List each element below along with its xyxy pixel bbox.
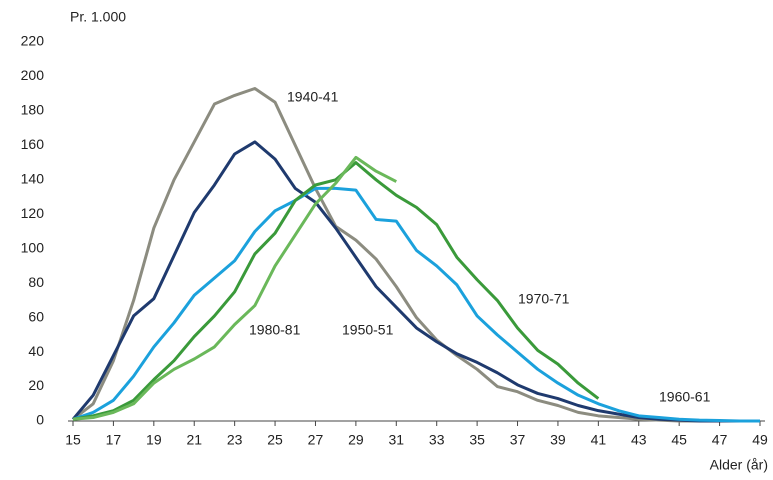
series-label: 1970-71 bbox=[518, 291, 570, 307]
x-tick-label: 31 bbox=[389, 432, 405, 448]
series-label: 1940-41 bbox=[287, 89, 339, 105]
x-tick-label: 19 bbox=[146, 432, 162, 448]
x-tick-label: 29 bbox=[348, 432, 364, 448]
x-tick-label: 41 bbox=[591, 432, 607, 448]
x-tick-label: 39 bbox=[550, 432, 566, 448]
series-label: 1950-51 bbox=[342, 322, 394, 338]
y-tick-label: 180 bbox=[21, 102, 45, 118]
x-tick-label: 47 bbox=[712, 432, 728, 448]
x-tick-label: 21 bbox=[186, 432, 202, 448]
x-tick-label: 49 bbox=[752, 432, 768, 448]
series-line bbox=[72, 161, 600, 421]
x-tick-label: 27 bbox=[308, 432, 324, 448]
y-tick-label: 140 bbox=[21, 171, 45, 187]
series-label: 1980-81 bbox=[249, 322, 301, 338]
y-tick-label: 160 bbox=[21, 136, 45, 152]
x-tick-label: 35 bbox=[469, 432, 485, 448]
series-line bbox=[72, 186, 760, 423]
y-tick-label: 60 bbox=[28, 308, 44, 324]
x-tick-label: 37 bbox=[510, 432, 526, 448]
y-tick-label: 100 bbox=[21, 239, 45, 255]
y-tick-label: 0 bbox=[36, 412, 44, 428]
y-tick-label: 220 bbox=[21, 33, 45, 49]
y-tick-label: 200 bbox=[21, 67, 45, 83]
series-label: 1960-61 bbox=[659, 389, 711, 405]
x-tick-label: 43 bbox=[631, 432, 647, 448]
x-tick-label: 15 bbox=[65, 432, 81, 448]
series-line bbox=[71, 140, 760, 423]
y-tick-label: 80 bbox=[28, 274, 44, 290]
x-tick-label: 45 bbox=[671, 432, 687, 448]
x-tick-label: 23 bbox=[227, 432, 243, 448]
x-axis-label: Alder (år) bbox=[710, 457, 768, 473]
y-tick-label: 20 bbox=[28, 377, 44, 393]
series-line bbox=[72, 155, 397, 421]
x-tick-label: 25 bbox=[267, 432, 283, 448]
x-tick-label: 17 bbox=[106, 432, 122, 448]
y-axis-label: Pr. 1.000 bbox=[70, 9, 126, 25]
x-tick-label: 33 bbox=[429, 432, 445, 448]
y-tick-label: 40 bbox=[28, 343, 44, 359]
y-tick-label: 120 bbox=[21, 205, 45, 221]
